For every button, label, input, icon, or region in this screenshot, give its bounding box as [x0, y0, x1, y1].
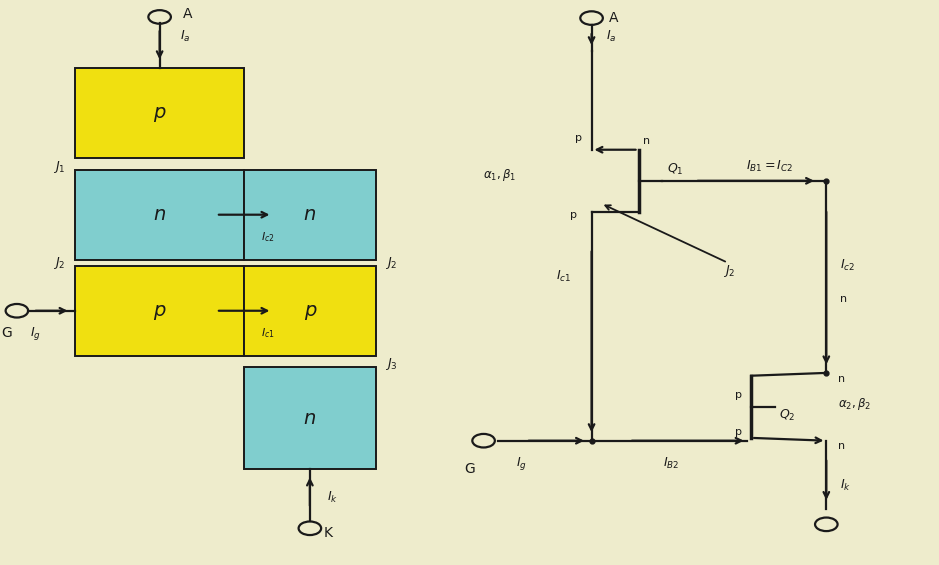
- Text: $J_2$: $J_2$: [385, 255, 397, 271]
- Text: $J_2$: $J_2$: [54, 255, 66, 271]
- Text: $\alpha_2,\beta_2$: $\alpha_2,\beta_2$: [838, 396, 870, 412]
- Text: p: p: [571, 210, 577, 220]
- Bar: [244, 170, 376, 260]
- Text: n: n: [838, 373, 845, 384]
- Text: n: n: [840, 294, 848, 305]
- Bar: [75, 68, 244, 158]
- Text: n: n: [153, 205, 166, 224]
- Text: n: n: [303, 205, 316, 224]
- Text: $I_k$: $I_k$: [840, 479, 852, 493]
- Text: $I_{c2}$: $I_{c2}$: [261, 231, 274, 244]
- Text: $I_{B2}$: $I_{B2}$: [663, 456, 680, 471]
- Text: p: p: [735, 427, 742, 437]
- Bar: [75, 266, 244, 356]
- Bar: [244, 266, 376, 356]
- Text: $Q_2$: $Q_2$: [779, 408, 796, 423]
- Text: $I_g$: $I_g$: [30, 325, 41, 342]
- Text: $I_g$: $I_g$: [516, 455, 527, 472]
- Text: $J_1$: $J_1$: [54, 159, 66, 175]
- Text: G: G: [464, 462, 475, 476]
- Text: p: p: [153, 301, 166, 320]
- Text: p: p: [576, 133, 582, 144]
- Text: A: A: [183, 7, 192, 21]
- Text: G: G: [1, 327, 12, 340]
- Text: p: p: [735, 390, 742, 401]
- Text: $I_a$: $I_a$: [606, 29, 616, 44]
- Bar: [75, 170, 244, 260]
- Text: $Q_1$: $Q_1$: [667, 162, 684, 177]
- Text: $J_3$: $J_3$: [385, 357, 397, 372]
- Text: K: K: [324, 526, 333, 540]
- Text: $I_{B1}=I_{C2}$: $I_{B1}=I_{C2}$: [747, 159, 793, 174]
- Text: p: p: [153, 103, 166, 123]
- Text: $I_{c1}$: $I_{c1}$: [261, 327, 274, 340]
- Text: A: A: [608, 11, 618, 25]
- Text: $I_a$: $I_a$: [180, 29, 191, 44]
- Text: n: n: [303, 408, 316, 428]
- Text: $\alpha_1,\beta_1$: $\alpha_1,\beta_1$: [483, 167, 516, 183]
- Text: $I_{c2}$: $I_{c2}$: [840, 258, 855, 273]
- Text: $J_2$: $J_2$: [723, 263, 735, 279]
- Bar: [244, 367, 376, 469]
- Text: n: n: [838, 441, 845, 451]
- Text: n: n: [643, 136, 651, 146]
- Text: $I_{c1}$: $I_{c1}$: [556, 270, 571, 284]
- Text: p: p: [303, 301, 316, 320]
- Text: $I_k$: $I_k$: [327, 490, 338, 505]
